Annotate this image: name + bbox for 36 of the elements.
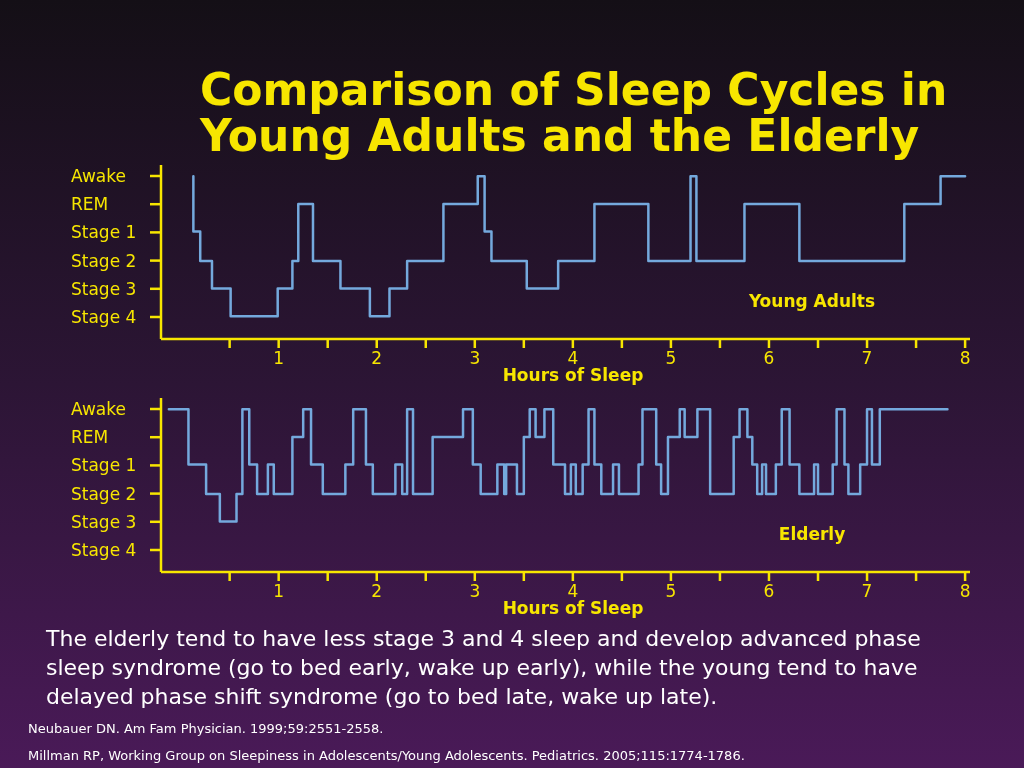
text: The elderly tend to have less stage 3 and 4 sleep and develop advanced phase sleep syndrome (go to bed early, wake up early), while the young tend to have delayed phase shift syndrome (go to bed late, wake up late). bbox=[45, 626, 921, 709]
x-tick-label: 2 bbox=[371, 348, 383, 368]
category-label: Stage 3 bbox=[71, 278, 137, 299]
category-label: Stage 4 bbox=[71, 539, 137, 560]
x-tick-label: 1 bbox=[273, 348, 285, 368]
chart-title: Comparison of Sleep Cycles in Young Adults and the Elderly bbox=[199, 64, 948, 161]
category-label: Stage 2 bbox=[71, 250, 137, 271]
x-tick-label: 4 bbox=[567, 348, 579, 368]
category-label: Awake bbox=[71, 165, 126, 186]
text: Neubauer DN. Am Fam Physician. 1999;59:2551-2558. bbox=[28, 721, 384, 736]
x-tick-label: 8 bbox=[959, 348, 971, 368]
category-label: Stage 4 bbox=[71, 306, 137, 327]
x-tick-label: 4 bbox=[567, 581, 579, 601]
x-tick-label: 6 bbox=[763, 348, 775, 368]
category-label: Stage 1 bbox=[71, 455, 137, 476]
x-tick-label: 2 bbox=[371, 581, 383, 601]
x-tick-label: 6 bbox=[763, 581, 775, 601]
x-tick-label: 1 bbox=[273, 581, 285, 601]
x-tick-label: 3 bbox=[469, 581, 481, 601]
x-tick-label: 3 bbox=[469, 348, 481, 368]
x-axis-title: Hours of Sleep bbox=[502, 598, 644, 618]
x-axis-title: Hours of Sleep bbox=[502, 365, 644, 385]
category-label: Awake bbox=[71, 398, 126, 419]
annotation: Elderly bbox=[778, 524, 846, 544]
category-label: REM bbox=[71, 427, 109, 448]
x-tick-label: 7 bbox=[861, 581, 873, 601]
x-tick-label: 7 bbox=[861, 348, 873, 368]
x-tick-label: 8 bbox=[959, 581, 971, 601]
category-label: Stage 3 bbox=[71, 511, 137, 532]
category-label: Stage 1 bbox=[71, 222, 137, 243]
category-label: REM bbox=[71, 194, 109, 215]
x-tick-label: 5 bbox=[665, 581, 677, 601]
x-tick-label: 5 bbox=[665, 348, 677, 368]
annotation: Young Adults bbox=[747, 291, 876, 311]
text: Millman RP, Working Group on Sleepiness in Adolescents/Young Adolescents. Pediatrics. 2005;115:1774-1786. bbox=[28, 748, 745, 763]
category-label: Stage 2 bbox=[71, 483, 137, 504]
